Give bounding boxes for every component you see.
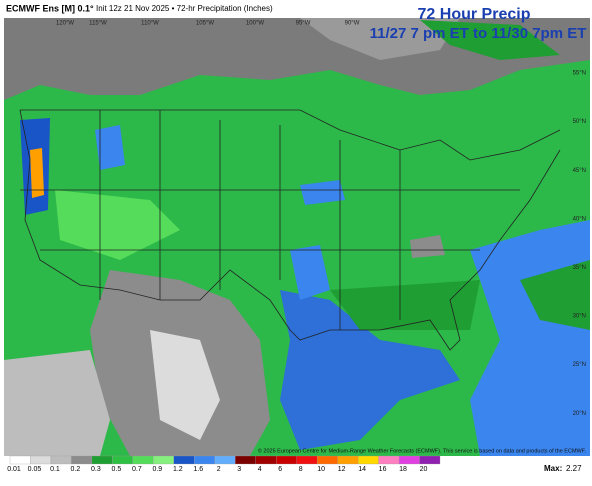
- colorbar-swatch: [214, 455, 236, 465]
- rockies-blue: [95, 125, 125, 170]
- colorbar-label: 0.2: [71, 466, 81, 473]
- gulf-blue: [280, 290, 460, 450]
- colorbar-swatch: [276, 455, 297, 465]
- colorbar-swatch: [255, 455, 277, 465]
- colorbar-label: 20: [420, 466, 428, 473]
- west-light-green: [55, 190, 180, 260]
- colorbar-swatch: [173, 455, 195, 465]
- colorbar-swatch: [153, 455, 174, 465]
- latitude-label: 20°N: [573, 411, 586, 417]
- appalachia-dry: [410, 235, 445, 258]
- copyright: © 2025 European Centre for Medium-Range …: [258, 447, 587, 454]
- colorbar-swatch: [378, 455, 400, 465]
- midwest-blue: [300, 180, 345, 205]
- colorbar-label: 0.1: [50, 466, 60, 473]
- latitude-label: 50°N: [573, 119, 586, 125]
- colorbar-swatch: [91, 455, 113, 465]
- longitude-label: 115°W: [89, 21, 107, 27]
- colorbar-swatch: [30, 455, 52, 465]
- atlantic-green: [520, 260, 590, 330]
- colorbar-swatch: [235, 455, 256, 465]
- pacific-dry: [4, 350, 110, 456]
- colorbar-label: 10: [317, 466, 325, 473]
- colorbar-swatch: [50, 455, 72, 465]
- mexico-light: [150, 330, 220, 440]
- colorbar-swatch: [357, 455, 379, 465]
- colorbar-label: 0.05: [28, 466, 42, 473]
- max-precip: [30, 148, 44, 198]
- colorbar-swatch: [9, 455, 31, 465]
- model-name: ECMWF Ens [M] 0.1°: [6, 3, 94, 13]
- colorbar-label: 12: [338, 466, 346, 473]
- latitude-label: 25°N: [573, 362, 586, 368]
- colorbar-label: 16: [379, 466, 387, 473]
- colorbar-swatch: [71, 455, 93, 465]
- texas-blue: [290, 245, 330, 300]
- colorbar-swatch: [398, 455, 420, 465]
- colorbar-swatch: [194, 455, 215, 465]
- colorbar-label: 0.7: [132, 466, 142, 473]
- map: [4, 18, 590, 456]
- colorbar-label: 2: [217, 466, 221, 473]
- colorbar-swatch: [132, 455, 154, 465]
- colorbar-label: 0.3: [91, 466, 101, 473]
- colorbar-label: 18: [399, 466, 407, 473]
- colorbar-swatch: [112, 455, 134, 465]
- colorbar-swatch: [296, 455, 318, 465]
- overlay-period: 11/27 7 pm ET to 11/30 7pm ET: [370, 25, 587, 42]
- colorbar-label: 3: [237, 466, 241, 473]
- colorbar-label: 1.6: [193, 466, 203, 473]
- borders: [19, 109, 561, 351]
- colorbar-label: 8: [299, 466, 303, 473]
- longitude-label: 100°W: [246, 21, 264, 27]
- latitude-label: 40°N: [573, 216, 586, 222]
- colorbar-label: 14: [358, 466, 366, 473]
- colorbar-label: 0.5: [112, 466, 122, 473]
- hudson-dry: [300, 18, 460, 60]
- colorbar-swatch: [337, 455, 359, 465]
- model-subtitle: Init 12z 21 Nov 2025 • 72-hr Precipitati…: [96, 4, 273, 13]
- latitude-label: 45°N: [573, 168, 586, 174]
- colorbar-label: 6: [278, 466, 282, 473]
- overlay-title: 72 Hour Precip: [418, 6, 531, 23]
- colorbar-label: 4: [258, 466, 262, 473]
- ontario-green: [420, 20, 560, 60]
- colorbar-label: 0.01: [7, 466, 21, 473]
- latitude-label: 55°N: [573, 71, 586, 77]
- colorbar-label: 1.2: [173, 466, 183, 473]
- colorbar-swatch: [419, 455, 441, 465]
- longitude-label: 110°W: [141, 21, 159, 27]
- longitude-label: 95°W: [296, 21, 311, 27]
- longitude-label: 105°W: [196, 21, 214, 27]
- colorbar-swatch: [316, 455, 338, 465]
- southeast-green: [330, 280, 480, 330]
- latitude-label: 30°N: [573, 314, 586, 320]
- longitude-label: 120°W: [56, 21, 74, 27]
- max-label: Max:: [544, 464, 562, 473]
- max-value: 2.27: [566, 464, 582, 473]
- longitude-label: 90°W: [345, 21, 360, 27]
- colorbar-label: 0.9: [152, 466, 162, 473]
- latitude-label: 35°N: [573, 265, 586, 271]
